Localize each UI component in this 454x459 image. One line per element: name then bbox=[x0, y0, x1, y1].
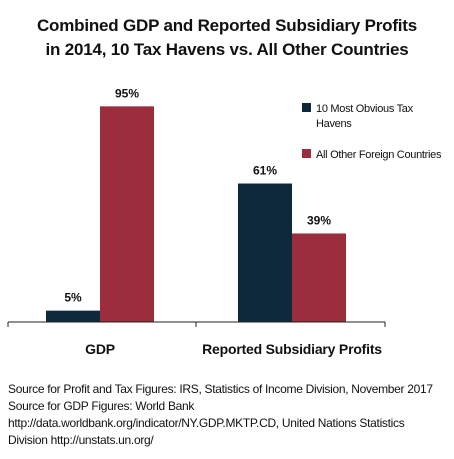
footnote-line-1: Source for Profit and Tax Figures: IRS, … bbox=[8, 382, 433, 396]
bar-other-countries-0 bbox=[100, 106, 154, 322]
legend-swatch-tax-havens bbox=[302, 103, 311, 112]
legend-label-0-0: 10 Most Obvious Tax bbox=[316, 103, 414, 115]
category-label-0: GDP bbox=[85, 341, 115, 357]
legend-label-1-0: All Other Foreign Countries bbox=[316, 149, 442, 161]
footnote-line-3: http://data.worldbank.org/indicator/NY.G… bbox=[8, 416, 405, 430]
legend-swatch-other-countries bbox=[302, 149, 311, 158]
bar-tax-havens-1 bbox=[238, 183, 292, 322]
bar-chart: 5% 95% GDP 61% 39% Reported Subsidiary Profit… bbox=[7, 86, 442, 357]
chart-title-line-2: in 2014, 10 Tax Havens vs. All Other Cou… bbox=[45, 40, 409, 59]
chart-title: Combined GDP and Reported Subsidiary Pro… bbox=[0, 14, 454, 62]
legend-label-0-1: Havens bbox=[316, 118, 352, 130]
footnote-line-2: Source for GDP Figures: World Bank bbox=[8, 399, 195, 413]
data-label-0-0: 5% bbox=[64, 291, 82, 305]
source-footnote: Source for Profit and Tax Figures: IRS, … bbox=[8, 381, 448, 449]
bar-tax-havens-0 bbox=[46, 310, 100, 322]
chart-title-line-1: Combined GDP and Reported Subsidiary Pro… bbox=[36, 16, 418, 35]
category-label-1: Reported Subsidiary Profits bbox=[202, 341, 382, 357]
bar-other-countries-1 bbox=[292, 233, 346, 322]
footnote-line-4: Division http://unstats.un.org/ bbox=[8, 433, 154, 447]
data-label-0-1: 61% bbox=[253, 164, 277, 178]
data-label-1-0: 95% bbox=[115, 86, 139, 100]
data-label-1-1: 39% bbox=[307, 213, 331, 227]
